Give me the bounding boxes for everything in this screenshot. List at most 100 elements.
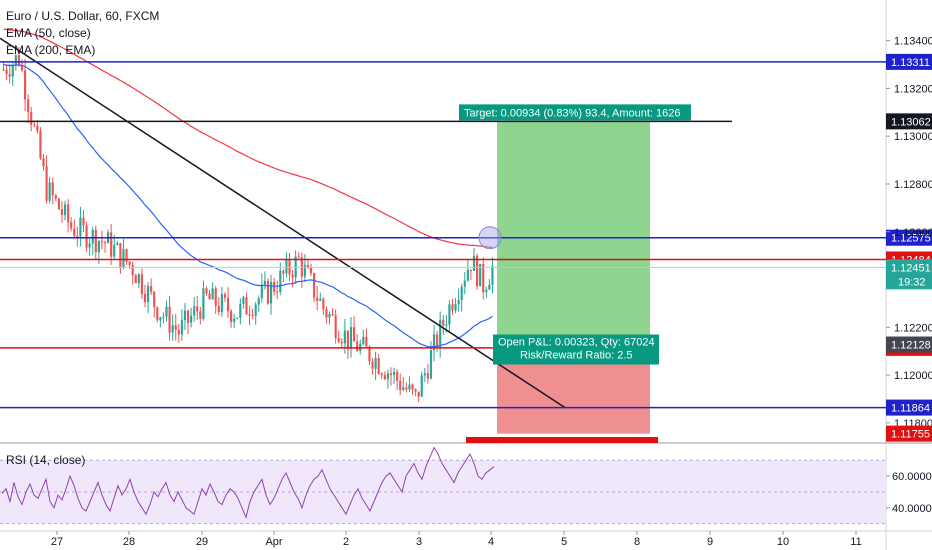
candle-body [171,325,174,333]
candle-body [319,298,322,301]
candle-body [36,125,39,132]
candle-body [162,316,165,318]
candle-body [476,255,479,287]
candle-body [380,373,383,376]
time-tick-label: 8 [634,536,640,548]
candle-body [466,269,469,281]
candle-body [371,361,374,369]
price-tag [886,336,932,353]
candle-body [113,245,116,257]
candle-body [472,255,476,271]
candle-body [205,288,208,294]
ema200-legend[interactable]: EMA (200, EMA) [6,43,96,57]
candle-body [140,274,143,295]
price-tag [886,259,932,290]
rsi-line[interactable] [1,446,495,519]
candle-body [482,264,485,293]
candle-body [193,306,196,316]
candle-body [17,55,20,65]
time-tick-label: Apr [265,536,282,548]
time-tick-label: 2 [343,536,349,548]
candle-body [269,281,273,304]
candle-body [2,69,5,71]
candle-body [30,112,33,125]
level-price-label: 1.13311 [891,57,930,69]
candle-body [322,298,325,310]
candle-body [165,306,168,317]
candle-body [230,311,233,323]
trendline[interactable] [0,37,566,409]
candle-body [8,74,11,77]
candle-body [331,313,334,316]
candle-body [463,280,466,287]
candle-body [236,317,239,319]
candle-body [116,243,119,246]
symbol-title[interactable]: Euro / U.S. Dollar, 60, FXCM [6,9,160,23]
level-price-tag [886,399,932,416]
candle-body [316,297,319,301]
candle-body [11,64,14,77]
ema50-line[interactable] [3,64,493,348]
candle-body [377,358,380,374]
candle-body [353,327,356,342]
candle-body [245,297,248,315]
candle-body [150,286,153,292]
rsi-legend[interactable]: RSI (14, close) [6,453,86,467]
candle-body [399,380,402,391]
countdown-label: 19:32 [898,276,926,288]
candle-body [392,371,396,376]
candle-body [266,280,270,304]
candle-body [54,195,57,199]
time-tick-label: 4 [488,536,494,548]
price-tick-label: 1.13000 [894,131,932,143]
open-pnl-label: Open P&L: 0.00323, Qty: 67024 [498,337,655,349]
candle-body [128,261,131,265]
candle-body [439,319,442,348]
candle-body [423,373,426,376]
candle-body [402,387,405,391]
candle-body [328,313,331,318]
candle-body [365,336,368,347]
candle-body [85,225,88,248]
candle-body [23,70,27,100]
candle-body [414,389,417,392]
candle-body [309,267,313,274]
candle-body [279,270,282,292]
time-tick-label: 9 [707,536,713,548]
candle-body [70,222,73,229]
candle-body [137,274,140,284]
candle-body [257,298,260,305]
candle-body [223,294,227,298]
candle-body [291,274,294,278]
candle-body [297,256,300,258]
candle-body [199,311,202,319]
candle-body [389,373,393,376]
target-zone[interactable] [497,121,650,345]
candle-body [346,330,350,349]
candle-body [48,182,51,201]
price-tick-label: 1.12600 [894,227,932,239]
ema200-line[interactable] [3,28,493,248]
candle-body [491,265,494,285]
candle-body [325,309,328,318]
candle-body [340,341,343,344]
candle-body [349,327,353,349]
candle-body [436,334,439,348]
candle-body [14,55,17,65]
candle-body [460,286,463,301]
candle-body [303,265,306,277]
touch-marker[interactable] [478,226,502,250]
rsi-tick-label: 40.0000 [892,503,932,515]
candle-body [260,284,263,299]
candle-body [45,166,48,201]
candle-body [405,387,408,390]
candle-body [110,232,113,257]
candle-body [183,310,187,321]
candle-body [27,99,30,113]
price-tag-label: 1.12451 [891,262,931,274]
ema50-legend[interactable]: EMA (50, close) [6,26,91,40]
candle-body [445,324,448,326]
candle-body [159,317,162,321]
candle-body [91,229,94,244]
